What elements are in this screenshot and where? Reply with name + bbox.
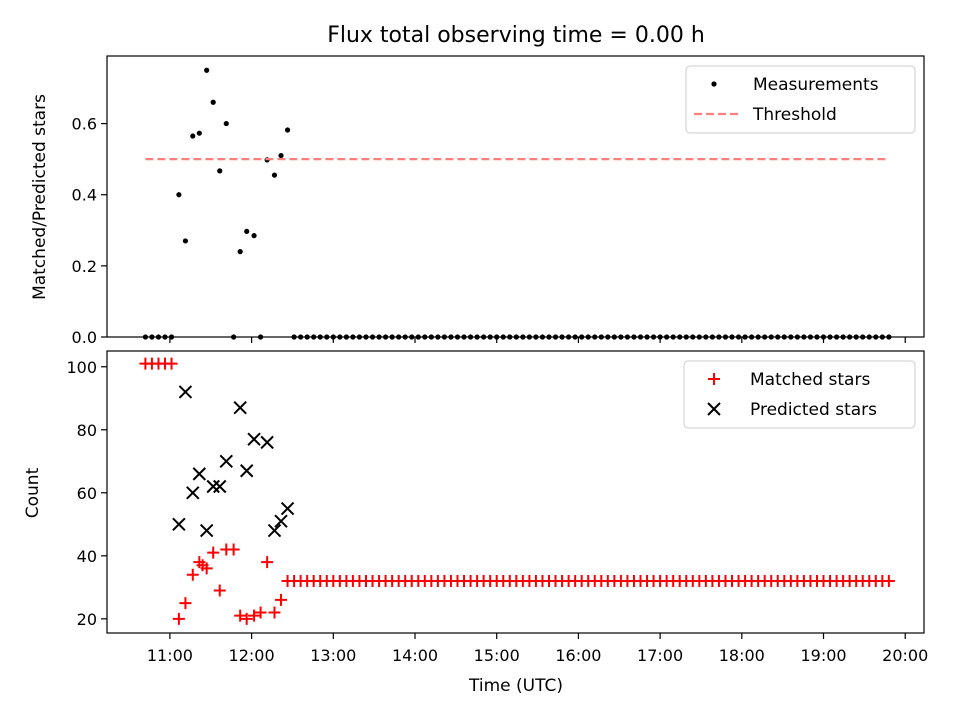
y-tick-label: 0.2 [72, 257, 97, 276]
measurement-point [284, 127, 291, 133]
measurement-point [271, 172, 278, 178]
y-tick-label: 40 [77, 547, 97, 566]
count-y-ticks: 20 40 60 80 100 [66, 358, 107, 629]
x-tick-label: 16:00 [555, 646, 601, 665]
measurement-point [278, 152, 284, 159]
predicted-star-point [178, 385, 193, 399]
matched-star-point [240, 612, 253, 625]
count-series-layer [139, 357, 895, 625]
x-tick-label: 13:00 [310, 646, 356, 665]
predicted-star-point [260, 435, 274, 450]
ratio-panel: Flux total observing time = 0.00 h Match… [30, 23, 925, 347]
x-tick-label: 19:00 [800, 646, 846, 665]
measurement-point [217, 168, 223, 174]
x-tick-label: 15:00 [474, 646, 520, 665]
measurement-point [182, 238, 189, 244]
predicted-star-point [274, 514, 288, 528]
legend-matched-label: Matched stars [750, 370, 870, 390]
measurement-point [196, 130, 202, 136]
matched-star-point [179, 597, 192, 610]
legend-predicted-marker [707, 402, 721, 416]
measurement-point [244, 228, 250, 234]
legend-threshold-label: Threshold [752, 105, 837, 125]
matched-star-point [261, 556, 274, 569]
x-tick-label: 20:00 [882, 646, 928, 665]
legend-predicted-label: Predicted stars [750, 400, 877, 420]
matched-star-point [882, 575, 895, 588]
ratio-x-ticks [169, 337, 906, 343]
x-tick-label: 14:00 [392, 646, 438, 665]
predicted-star-point [247, 432, 261, 446]
predicted-star-point [233, 401, 247, 415]
matched-star-point [207, 546, 220, 559]
predicted-star-point [172, 517, 186, 532]
matched-star-point [248, 609, 261, 622]
y-tick-label: 100 [66, 358, 97, 377]
legend-measurements-label: Measurements [753, 75, 879, 95]
x-tick-label: 17:00 [637, 646, 683, 665]
y-tick-label: 80 [77, 421, 97, 440]
measurement-point [190, 133, 196, 139]
predicted-star-point [219, 454, 233, 468]
measurement-point [237, 249, 243, 255]
count-plot-frame [106, 350, 925, 634]
matched-star-point [165, 357, 178, 370]
matched-star-point [275, 593, 288, 606]
predicted-star-point [199, 523, 214, 538]
count-x-ticks: 11:00 12:00 13:00 14:00 15:00 16:00 17:00 18:00… [147, 633, 928, 665]
measurement-point [251, 233, 257, 239]
ratio-legend: Measurements Threshold [685, 65, 916, 134]
ratio-legend-box [685, 65, 916, 134]
matched-star-point [213, 584, 226, 597]
x-axis-label: Time (UTC) [468, 676, 563, 696]
measurement-point [204, 67, 210, 73]
matched-star-point [227, 543, 240, 556]
count-legend: Matched stars Predicted stars [683, 360, 916, 429]
predicted-star-point [186, 486, 200, 500]
x-tick-label: 18:00 [719, 646, 765, 665]
predicted-star-point [213, 479, 227, 494]
y-axis-label-count: Count [23, 467, 43, 518]
predicted-star-point [192, 467, 207, 481]
measurement-point [223, 120, 229, 127]
x-tick-label: 12:00 [229, 646, 275, 665]
predicted-star-point [206, 479, 220, 494]
predicted-star-point [280, 501, 295, 516]
predicted-star-point [239, 464, 254, 478]
matched-star-point [268, 606, 281, 619]
y-tick-label: 0.0 [72, 328, 97, 347]
matched-star-point [234, 609, 247, 622]
predicted-star-point [267, 523, 282, 538]
y-tick-label: 0.6 [72, 115, 97, 134]
count-legend-box [683, 360, 916, 429]
y-axis-label-ratio: Matched/Predicted stars [30, 94, 50, 300]
x-tick-label: 11:00 [147, 646, 193, 665]
y-tick-label: 0.4 [72, 186, 97, 205]
matched-star-point [200, 562, 213, 575]
measurement-point [176, 192, 182, 198]
legend-matched-marker [708, 373, 720, 385]
ratio-y-ticks: 0.0 0.2 0.4 0.6 [72, 115, 107, 347]
ratio-plot-frame [106, 55, 925, 338]
y-tick-label: 20 [77, 610, 97, 629]
matched-star-point [186, 568, 199, 581]
legend-measurements-marker [711, 81, 717, 87]
chart-title: Flux total observing time = 0.00 h [327, 23, 705, 48]
matched-star-point [172, 612, 185, 625]
measurement-point [210, 99, 216, 105]
y-tick-label: 60 [77, 484, 97, 503]
matched-star-point [254, 606, 267, 619]
